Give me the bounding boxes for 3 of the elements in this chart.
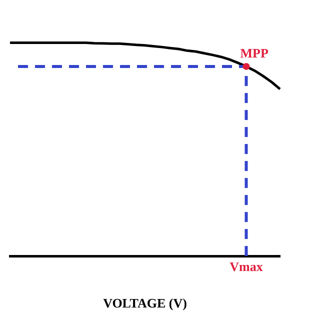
text: Vmax (230, 258, 264, 274)
x-axis-title: VOLTAGE (V) (103, 296, 187, 311)
annotation: MPP (240, 45, 268, 60)
